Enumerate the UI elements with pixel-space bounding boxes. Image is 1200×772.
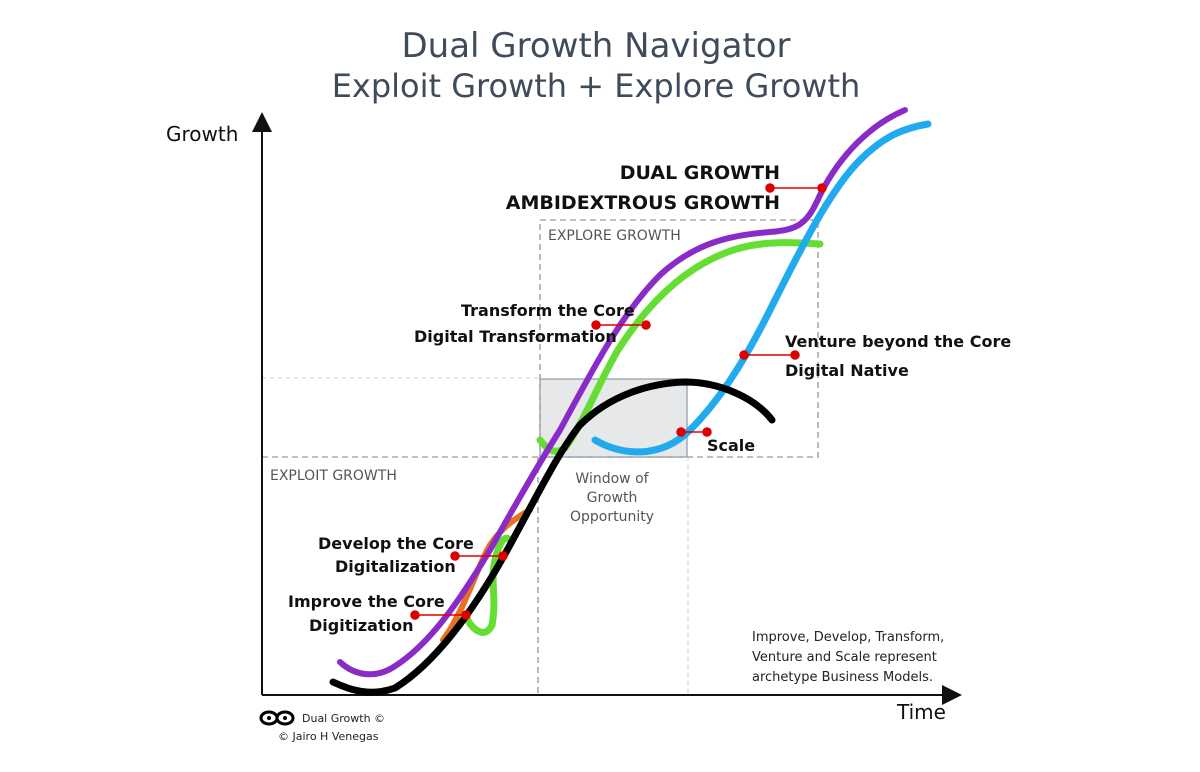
develop-label-line-1: Develop the Core — [318, 534, 474, 553]
green-develop-curve — [461, 534, 514, 636]
explore-growth-label: EXPLORE GROWTH — [548, 228, 681, 244]
y-axis-label: Growth — [166, 122, 238, 146]
scale-marker-end — [702, 427, 712, 437]
transform-label-line-1: Transform the Core — [461, 301, 635, 320]
window-label-line-2: Growth — [587, 490, 638, 506]
page-subtitle: Exploit Growth + Explore Growth — [332, 67, 861, 105]
venture-marker-end — [790, 350, 800, 360]
footer-author: © Jairo H Venegas — [278, 730, 379, 743]
dual-growth-marker-end — [817, 183, 827, 193]
venture-marker-start — [739, 350, 749, 360]
transform-marker-end — [641, 320, 651, 330]
note-line-2: Venture and Scale represent — [752, 650, 937, 665]
dual-growth-marker-start — [765, 183, 775, 193]
window-label-line-3: Opportunity — [570, 509, 654, 525]
footer-brand: Dual Growth © — [302, 712, 385, 725]
develop-label-line-2: Digitalization — [335, 557, 456, 576]
headline-dual-growth: DUAL GROWTH — [620, 162, 780, 184]
improve-marker-start — [410, 610, 420, 620]
x-axis-label: Time — [896, 700, 946, 724]
purple-dual-growth-curve — [337, 107, 908, 678]
improve-label-line-1: Improve the Core — [288, 592, 445, 611]
window-label-line-1: Window of — [575, 471, 649, 487]
improve-label-line-2: Digitization — [309, 616, 413, 635]
develop-marker-end — [498, 551, 508, 561]
transform-marker-start — [591, 320, 601, 330]
note-line-3: archetype Business Models. — [752, 670, 933, 685]
scale-marker-start — [676, 427, 686, 437]
black-exploit-curve — [329, 378, 776, 696]
exploit-growth-label: EXPLOIT GROWTH — [270, 468, 397, 484]
headline-ambidextrous-growth: AMBIDEXTROUS GROWTH — [506, 192, 780, 214]
transform-label-line-2: Digital Transformation — [414, 327, 617, 346]
leader-markers — [410, 183, 827, 620]
develop-marker-start — [450, 551, 460, 561]
page-title: Dual Growth Navigator — [401, 26, 790, 66]
note-line-1: Improve, Develop, Transform, — [752, 630, 944, 645]
infinity-logo-icon — [259, 710, 295, 726]
venture-label-line-2: Digital Native — [785, 361, 909, 380]
scale-label: Scale — [707, 436, 755, 455]
blue-venture-curve — [591, 120, 932, 456]
improve-marker-end — [461, 610, 471, 620]
venture-label-line-1: Venture beyond the Core — [785, 332, 1011, 351]
